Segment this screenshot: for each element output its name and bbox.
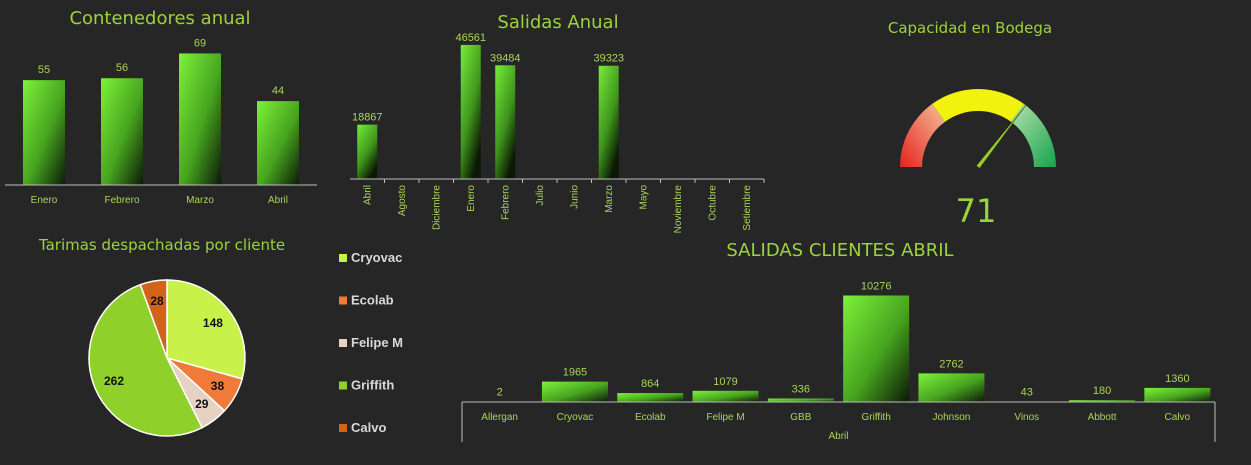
clientes-value-label: 336 bbox=[792, 384, 810, 396]
pie-slice-label: 148 bbox=[203, 316, 223, 330]
gauge-band bbox=[932, 89, 1024, 122]
legend-label: Felipe M bbox=[351, 335, 403, 350]
gauge-needle bbox=[976, 103, 1028, 169]
legend-swatch bbox=[339, 381, 347, 390]
salidas-category-label: Octubre bbox=[707, 185, 718, 221]
contenedores-chart: 55 Enero 56 Febrero 69 Marzo 44 Abril bbox=[5, 37, 317, 206]
salidas-category-label: Julio bbox=[535, 185, 546, 206]
clientes-bar bbox=[918, 373, 985, 402]
legend-label: Griffith bbox=[351, 378, 394, 393]
clientes-bar bbox=[692, 390, 759, 402]
clientes-category-label: Johnson bbox=[933, 412, 971, 423]
pie-slice bbox=[139, 279, 168, 359]
clientes-category-label: Vinos bbox=[1014, 412, 1039, 423]
contenedores-value-label: 69 bbox=[194, 37, 206, 49]
legend-label: Ecolab bbox=[351, 293, 394, 308]
salidas-category-label: Marzo bbox=[604, 185, 615, 213]
pie-slice-label: 38 bbox=[211, 379, 225, 393]
clientes-value-label: 2762 bbox=[939, 358, 963, 370]
clientes-category-label: Calvo bbox=[1165, 412, 1191, 423]
clientes-value-label: 2 bbox=[497, 387, 503, 399]
capacidad-title: Capacidad en Bodega bbox=[888, 19, 1052, 37]
salidas-category-label: Setiembre bbox=[742, 185, 753, 231]
clientes-group-label: Abril bbox=[828, 431, 848, 442]
clientes-category-label: Felipe M bbox=[706, 412, 744, 423]
salidas-chart: 18867 Abril Agosto Diciembre 46561 Enero 39484… bbox=[350, 32, 765, 234]
clientes-bar bbox=[767, 398, 834, 402]
pie-slice bbox=[166, 279, 246, 380]
clientes-chart: 2 Allergan 1965 Cryovac 864 Ecolab 1079 Felipe … bbox=[461, 281, 1216, 442]
salidas-value-label: 46561 bbox=[455, 32, 486, 44]
contenedores-category-label: Febrero bbox=[104, 195, 139, 206]
clientes-category-label: Abbott bbox=[1088, 412, 1117, 423]
salidas-bar bbox=[460, 44, 481, 179]
contenedores-category-label: Enero bbox=[31, 195, 58, 206]
salidas-category-label: Diciembre bbox=[431, 185, 442, 230]
capacidad-gauge: 71 bbox=[900, 89, 1056, 230]
clientes-bar bbox=[541, 381, 608, 402]
salidas-category-label: Enero bbox=[466, 185, 477, 212]
salidas-value-label: 18867 bbox=[352, 112, 383, 124]
clientes-category-label: Allergan bbox=[481, 412, 518, 423]
clientes-category-label: Cryovac bbox=[557, 412, 594, 423]
salidas-category-label: Mayo bbox=[638, 185, 649, 210]
legend-swatch bbox=[339, 424, 347, 432]
salidas-category-label: Febrero bbox=[500, 185, 511, 220]
pie-slice-label: 29 bbox=[195, 397, 209, 411]
pie-slice-label: 28 bbox=[150, 294, 164, 308]
contenedores-value-label: 56 bbox=[116, 62, 128, 74]
clientes-value-label: 1965 bbox=[563, 367, 587, 379]
contenedores-bar bbox=[23, 80, 65, 185]
contenedores-category-label: Marzo bbox=[186, 195, 214, 206]
clientes-value-label: 1360 bbox=[1165, 373, 1189, 385]
salidas-category-label: Agosto bbox=[397, 185, 408, 217]
contenedores-title: Contenedores anual bbox=[69, 8, 250, 29]
clientes-category-label: GBB bbox=[790, 412, 811, 423]
salidas-category-label: Junio bbox=[569, 185, 580, 209]
gauge-band bbox=[1010, 103, 1056, 167]
clientes-value-label: 864 bbox=[641, 378, 659, 390]
legend-swatch bbox=[339, 296, 347, 305]
clientes-title: SALIDAS CLIENTES ABRIL bbox=[726, 240, 953, 261]
legend-label: Cryovac bbox=[351, 250, 402, 265]
gauge-value-label: 71 bbox=[956, 192, 997, 230]
pie-slice bbox=[88, 283, 204, 437]
contenedores-bar bbox=[257, 101, 299, 185]
salidas-value-label: 39323 bbox=[593, 53, 624, 65]
salidas-bar bbox=[357, 124, 378, 179]
clientes-bar bbox=[617, 393, 684, 402]
pie-slice-label: 262 bbox=[104, 374, 124, 388]
legend-swatch bbox=[339, 254, 347, 262]
salidas-title: Salidas Anual bbox=[497, 12, 618, 33]
contenedores-category-label: Abril bbox=[268, 195, 288, 206]
legend-label: Calvo bbox=[351, 420, 386, 435]
clientes-bar bbox=[1144, 387, 1211, 402]
salidas-category-label: Noviembre bbox=[673, 185, 684, 234]
legend-swatch bbox=[339, 339, 347, 347]
clientes-category-label: Ecolab bbox=[635, 412, 666, 423]
contenedores-bar bbox=[179, 53, 221, 185]
salidas-bar bbox=[495, 65, 516, 179]
clientes-value-label: 1079 bbox=[713, 376, 737, 388]
clientes-category-label: Griffith bbox=[862, 412, 891, 423]
contenedores-value-label: 44 bbox=[272, 85, 284, 97]
salidas-bar bbox=[598, 65, 619, 179]
clientes-value-label: 43 bbox=[1021, 387, 1033, 399]
gauge-band bbox=[900, 103, 946, 167]
salidas-category-label: Abril bbox=[362, 185, 373, 205]
tarimas-title: Tarimas despachadas por cliente bbox=[38, 236, 285, 254]
clientes-bar bbox=[843, 295, 910, 402]
clientes-value-label: 10276 bbox=[861, 281, 892, 293]
clientes-bar bbox=[1069, 400, 1136, 402]
salidas-value-label: 39484 bbox=[490, 52, 521, 64]
contenedores-value-label: 55 bbox=[38, 64, 50, 76]
tarimas-legend: Cryovac Ecolab Felipe M Griffith Calvo bbox=[339, 250, 403, 435]
contenedores-bar bbox=[101, 78, 143, 185]
clientes-value-label: 180 bbox=[1093, 385, 1111, 397]
